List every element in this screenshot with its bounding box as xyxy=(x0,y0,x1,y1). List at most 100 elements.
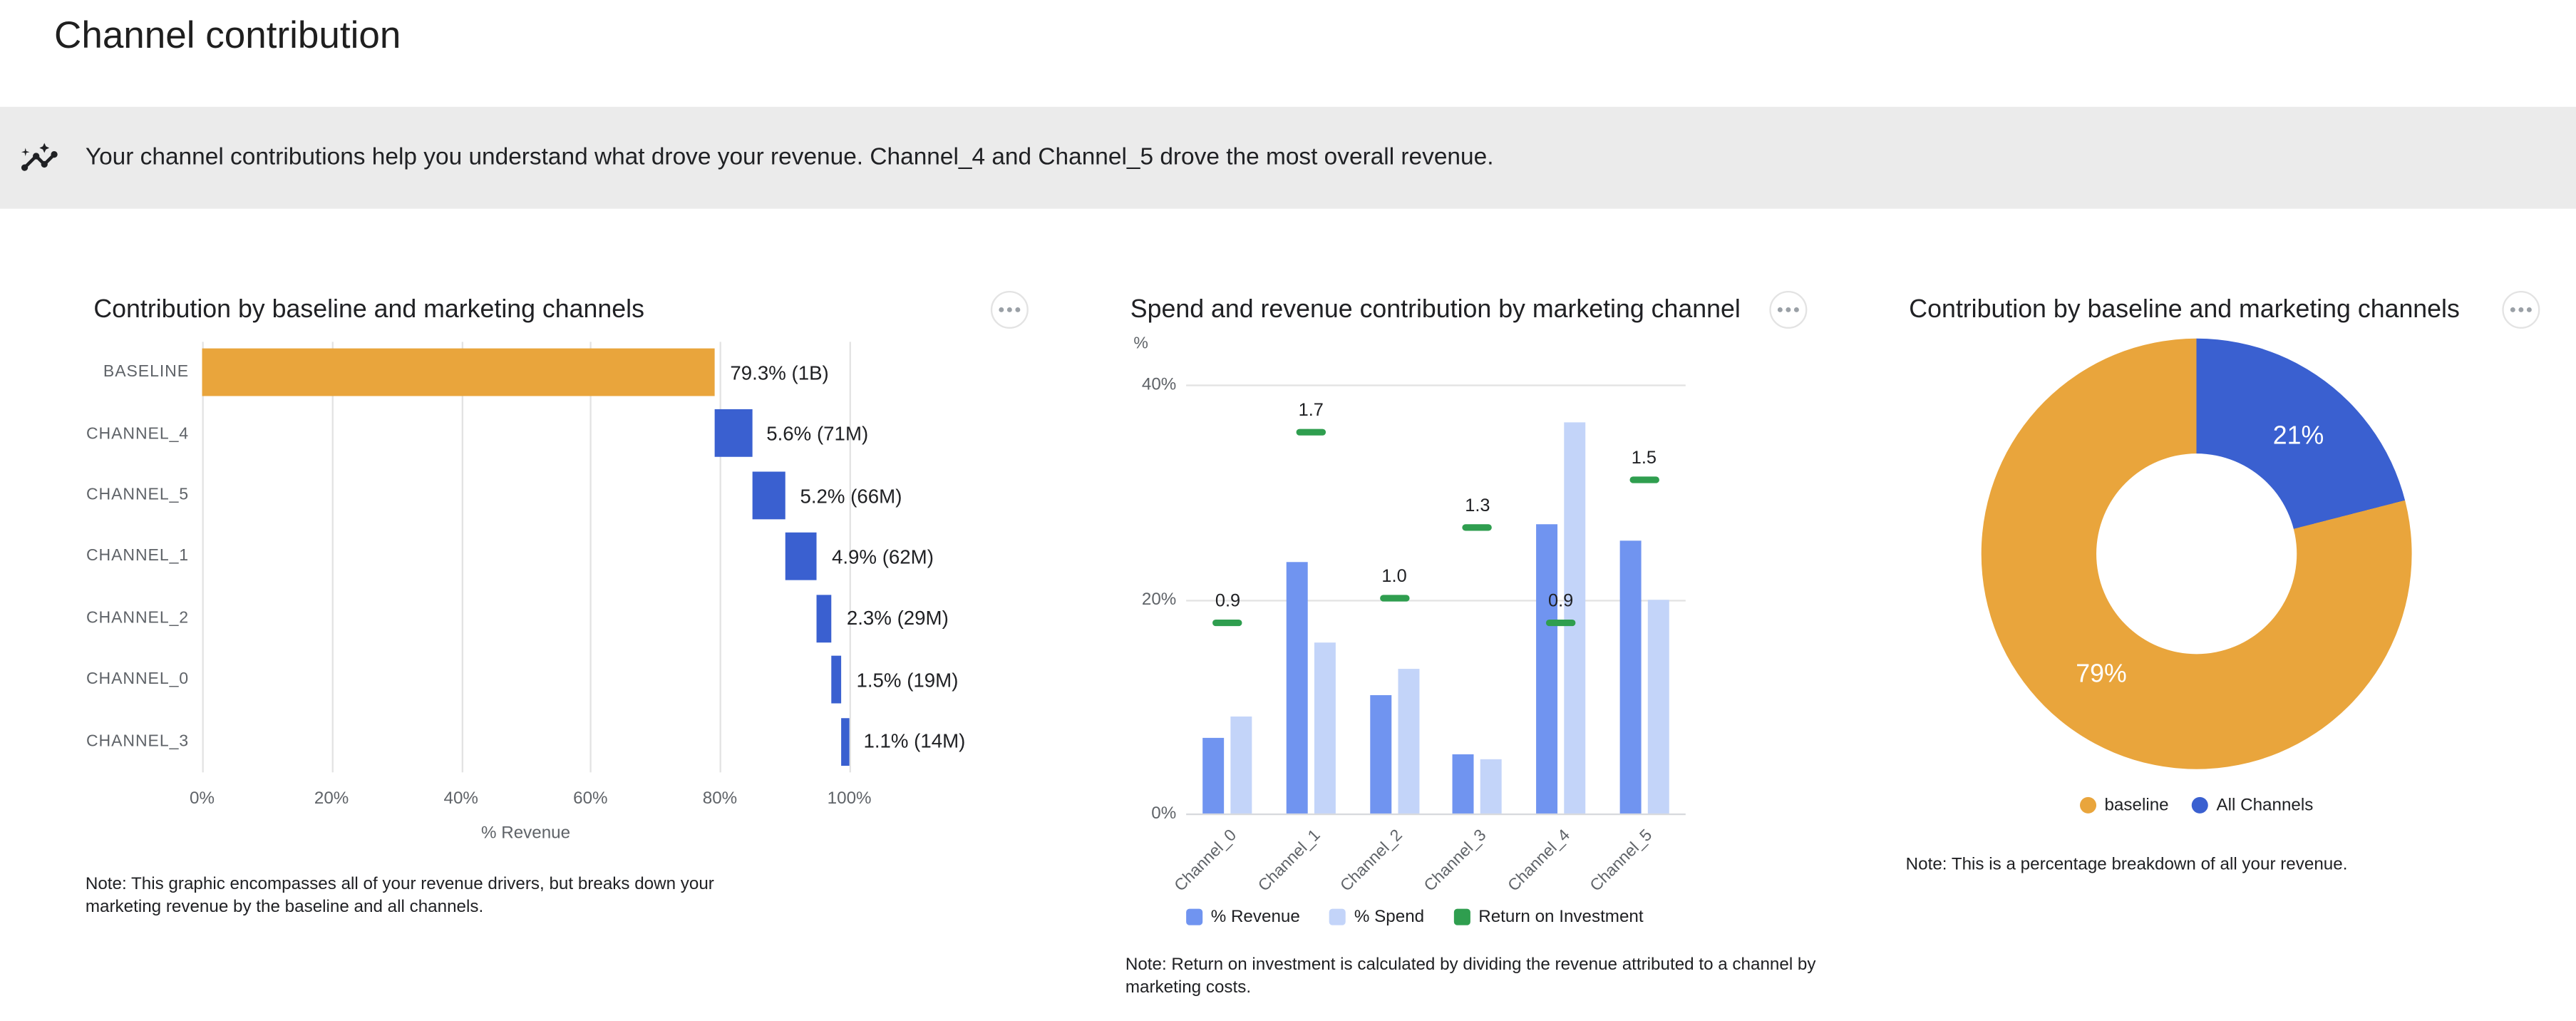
insights-icon xyxy=(20,138,59,178)
revenue-bar xyxy=(1619,540,1641,814)
waterfall-plot-area: 0% 20% 40% 60% 80% 100% BASELINE 79.3% (1B) CHAN… xyxy=(54,342,1114,834)
y-tick-label: 0% xyxy=(1151,804,1177,824)
donut-note: Note: This is a percentage breakdown of … xyxy=(1905,854,2348,875)
waterfall-value-label: 2.3% (29M) xyxy=(846,607,949,630)
gridline xyxy=(460,342,463,773)
x-category-label: Channel_1 xyxy=(1254,826,1324,896)
x-tick-label: 40% xyxy=(443,789,478,809)
roi-marker xyxy=(1629,476,1659,483)
spend-bar xyxy=(1397,668,1419,814)
ellipsis-dot xyxy=(1015,307,1021,312)
y-tick-label: 20% xyxy=(1141,589,1177,609)
waterfall-category-label: BASELINE xyxy=(103,363,190,382)
donut-legend: baseline All Channels xyxy=(1982,795,2412,816)
legend-item: All Channels xyxy=(2191,796,2313,815)
legend-label: % Spend xyxy=(1354,907,1425,927)
waterfall-x-axis-title: % Revenue xyxy=(480,823,571,843)
grouped-bar-plot-area: 0% 20% 40% 0.9 Channel_0 1.7 Channel_1 1.0 Chann… xyxy=(1142,375,1686,896)
x-category-label: Channel_0 xyxy=(1171,826,1241,896)
roi-value-label: 1.3 xyxy=(1465,495,1490,515)
waterfall-value-label: 5.6% (71M) xyxy=(766,422,869,446)
roi-value-label: 0.9 xyxy=(1548,590,1574,611)
donut-chart: 21% 79% xyxy=(1981,338,2412,769)
revenue-bar xyxy=(1536,523,1558,814)
ellipsis-dot xyxy=(2518,307,2524,312)
revenue-bar xyxy=(1202,738,1225,814)
roi-marker xyxy=(1212,618,1243,626)
ellipsis-dot xyxy=(2510,307,2515,312)
revenue-bar xyxy=(1453,754,1475,814)
roi-value-label: 0.9 xyxy=(1215,590,1241,611)
donut-chart-card: Contribution by baseline and marketing c… xyxy=(1906,287,2571,945)
legend-item: % Spend xyxy=(1329,907,1424,927)
roi-value-label: 1.7 xyxy=(1298,400,1324,420)
roi-value-label: 1.0 xyxy=(1381,567,1407,587)
x-category-label: Channel_4 xyxy=(1504,826,1574,896)
waterfall-chart-title: Contribution by baseline and marketing c… xyxy=(93,295,644,324)
legend-label: Return on Investment xyxy=(1478,907,1644,927)
waterfall-value-label: 79.3% (1B) xyxy=(730,361,829,384)
waterfall-more-options-button[interactable] xyxy=(990,290,1029,329)
x-tick-label: 100% xyxy=(827,789,872,809)
roi-marker xyxy=(1379,595,1409,602)
donut-chart-title: Contribution by baseline and marketing c… xyxy=(1909,295,2460,324)
spend-revenue-chart-card: Spend and revenue contribution by market… xyxy=(1125,287,1873,1020)
gridline xyxy=(590,342,592,773)
spend-revenue-chart-title: Spend and revenue contribution by market… xyxy=(1130,295,1741,324)
y-tick-label: 40% xyxy=(1141,374,1177,395)
spend-bar xyxy=(1647,599,1669,814)
waterfall-category-label: CHANNEL_0 xyxy=(86,671,190,689)
waterfall-chart-card: Contribution by baseline and marketing c… xyxy=(54,287,1114,994)
waterfall-value-label: 1.1% (14M) xyxy=(863,729,966,754)
revenue-bar xyxy=(1369,695,1391,814)
waterfall-bar xyxy=(817,594,833,642)
legend-swatch xyxy=(2079,796,2096,814)
ellipsis-dot xyxy=(1777,307,1783,312)
spend-bar xyxy=(1231,717,1253,814)
legend-swatch xyxy=(2191,796,2208,814)
waterfall-bar xyxy=(202,348,716,396)
donut-more-options-button[interactable] xyxy=(2502,290,2540,329)
x-tick-label: 80% xyxy=(702,789,738,809)
spend-revenue-more-options-button[interactable] xyxy=(1769,290,1808,329)
waterfall-category-label: CHANNEL_1 xyxy=(86,548,190,567)
donut-slice-label-baseline: 79% xyxy=(2076,660,2127,689)
legend-label: baseline xyxy=(2104,795,2169,816)
waterfall-bar xyxy=(715,409,752,458)
x-tick-label: 0% xyxy=(189,789,215,809)
roi-value-label: 1.5 xyxy=(1631,448,1657,468)
insight-banner: Your channel contributions help you unde… xyxy=(0,106,2576,209)
page-title: Channel contribution xyxy=(54,13,401,56)
gridline xyxy=(719,342,722,773)
waterfall-category-label: CHANNEL_4 xyxy=(86,425,190,443)
legend-swatch xyxy=(1186,908,1203,925)
legend-swatch xyxy=(1453,908,1470,925)
donut-slice-label-all-channels: 21% xyxy=(2272,422,2324,451)
gridline xyxy=(1186,813,1686,816)
waterfall-note: Note: This graphic encompasses all of yo… xyxy=(85,874,714,918)
x-tick-label: 60% xyxy=(573,789,608,809)
revenue-bar xyxy=(1286,561,1308,814)
gridline xyxy=(1186,599,1686,601)
waterfall-bar xyxy=(832,655,842,704)
gridline xyxy=(849,342,851,773)
legend-swatch xyxy=(1329,908,1346,925)
spend-bar xyxy=(1314,642,1336,814)
x-category-label: Channel_5 xyxy=(1587,826,1657,896)
waterfall-bar xyxy=(785,533,818,581)
waterfall-value-label: 4.9% (62M) xyxy=(831,545,934,569)
waterfall-bar xyxy=(841,717,849,766)
waterfall-category-label: CHANNEL_3 xyxy=(86,732,190,751)
ellipsis-dot xyxy=(999,307,1004,312)
waterfall-bar xyxy=(751,471,785,519)
ellipsis-dot xyxy=(1793,307,1799,312)
legend-label: % Revenue xyxy=(1210,907,1300,927)
y-axis-unit-label: % xyxy=(1133,335,1148,354)
donut-hole xyxy=(2096,453,2297,655)
waterfall-category-label: CHANNEL_2 xyxy=(86,609,190,628)
legend-item: Return on Investment xyxy=(1453,907,1644,927)
roi-marker xyxy=(1463,523,1493,530)
legend-item: % Revenue xyxy=(1186,907,1300,927)
x-category-label: Channel_2 xyxy=(1338,826,1408,896)
